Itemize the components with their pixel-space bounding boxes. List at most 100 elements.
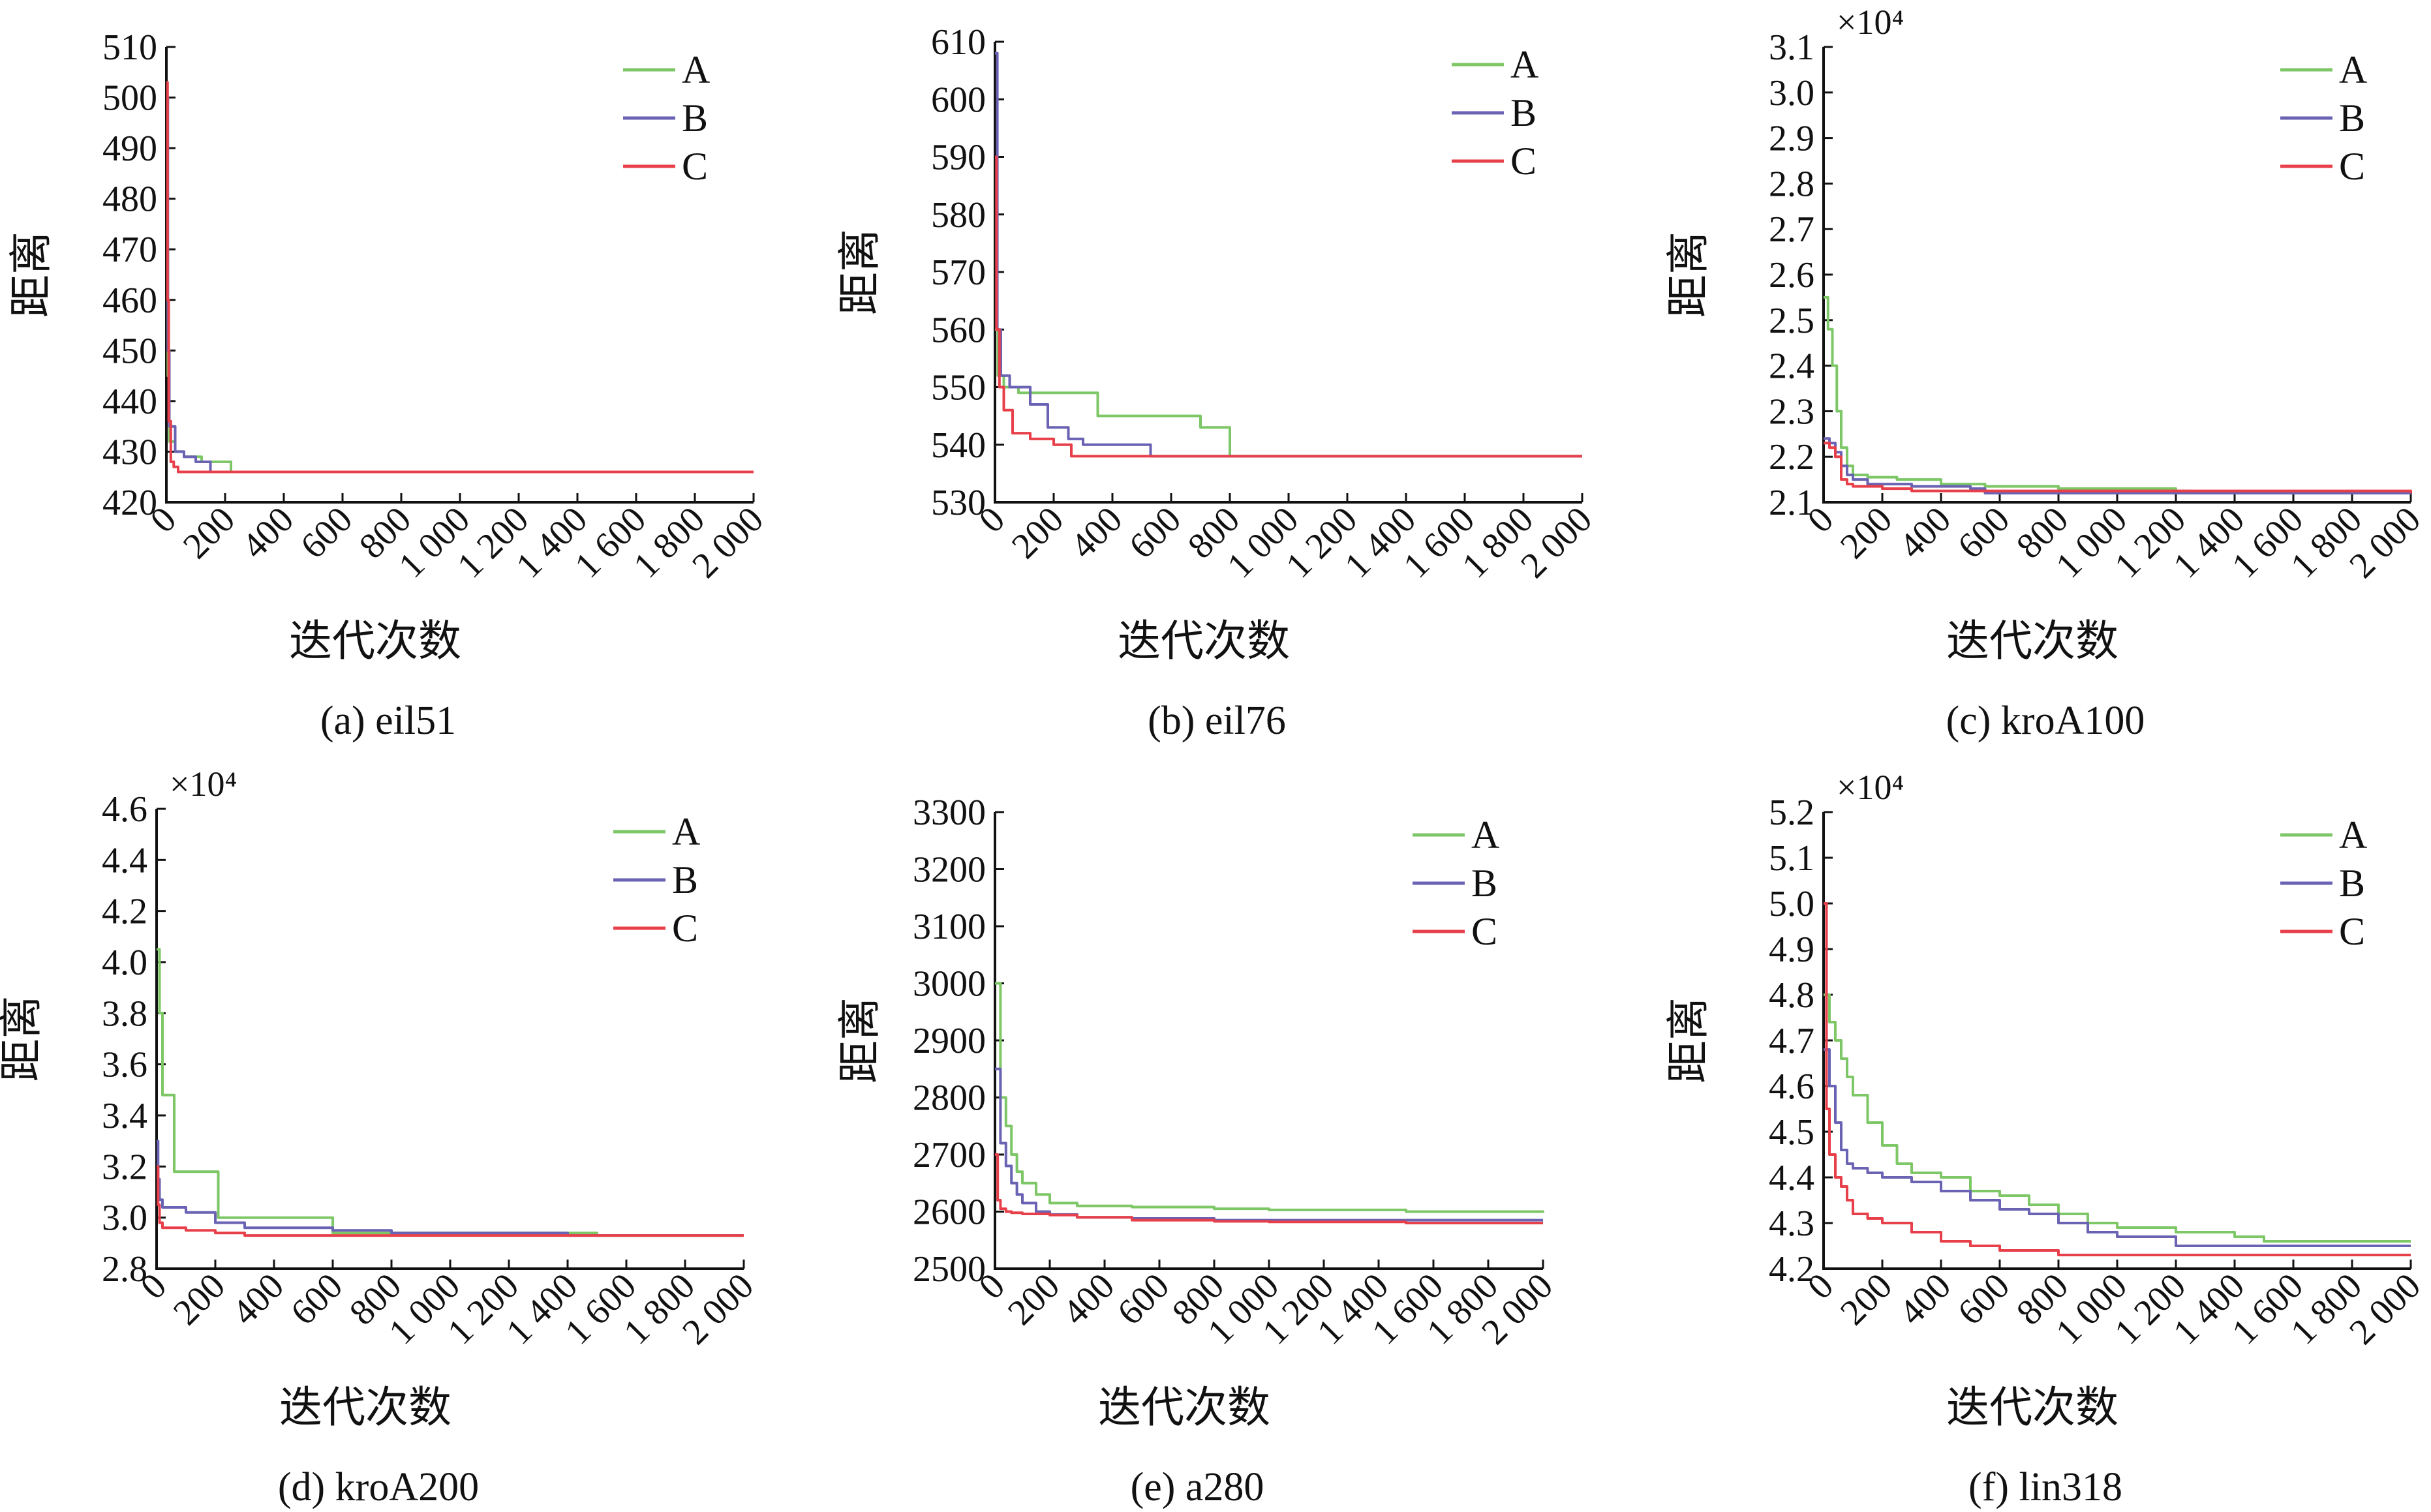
y-tick-label: 5.2 [1769, 793, 1814, 833]
y-tick-label: 4.7 [1769, 1021, 1814, 1061]
x-tick-label: 400 [1055, 1265, 1122, 1333]
y-tick-label: 4.9 [1769, 930, 1814, 970]
legend-label-b: B [2339, 862, 2365, 905]
y-tick-label: 4.0 [102, 943, 147, 983]
x-tick-label: 200 [176, 499, 243, 566]
legend-label-a: A [672, 810, 700, 853]
y-tick-label: 3.0 [1769, 73, 1814, 113]
y-tick-label: 460 [102, 280, 157, 321]
x-tick-label: 200 [1000, 1265, 1067, 1333]
x-axis-label: 迭代次数 [1118, 618, 1290, 665]
series-line-c [1824, 902, 2411, 1256]
x-tick-label: 600 [1950, 499, 2017, 566]
y-axis-label: 距离 [836, 229, 884, 315]
y-tick-label: 480 [102, 179, 157, 220]
y-tick-label: 5.1 [1769, 838, 1814, 879]
x-tick-label: 600 [1950, 1265, 2017, 1333]
series-line-c [995, 1153, 1543, 1224]
series-line-b [995, 52, 1582, 458]
series-line-c [1824, 442, 2412, 493]
y-tick-label: 430 [102, 432, 157, 472]
series-line-b [995, 1067, 1543, 1222]
y-tick-label: 580 [931, 195, 986, 235]
axis-line [1822, 812, 2411, 1270]
series-line-c [166, 81, 754, 474]
y-exponent-label: ×10⁴ [1837, 768, 1904, 807]
y-tick-label: 5.0 [1769, 884, 1814, 924]
legend-label-a: A [682, 48, 710, 91]
y-tick-label: 2600 [913, 1192, 986, 1233]
y-tick-label: 3.6 [102, 1045, 147, 1085]
chart-panel-3: 2.12.22.32.42.52.62.72.82.93.03.10200400… [1665, 3, 2428, 743]
x-tick-label: 400 [224, 1265, 292, 1333]
y-tick-label: 4.6 [102, 789, 147, 830]
axis-line [165, 47, 754, 504]
y-tick-label: 2800 [913, 1078, 986, 1119]
legend-label-b: B [682, 97, 708, 140]
y-tick-label: 450 [102, 331, 157, 371]
legend-label-a: A [2339, 48, 2367, 91]
y-tick-label: 420 [102, 483, 157, 523]
chart-panel-4: 2.83.03.23.43.63.84.04.24.44.60200400600… [0, 764, 761, 1509]
y-tick-label: 2.2 [1769, 437, 1814, 477]
axis-line [1822, 47, 2411, 504]
y-tick-label: 2.3 [1769, 391, 1814, 432]
chart-panel-1: 4204304404504604704804905005100200400600… [8, 27, 771, 743]
y-tick-label: 3.2 [102, 1147, 147, 1187]
y-tick-label: 510 [102, 27, 157, 68]
y-tick-label: 2.1 [1769, 483, 1814, 523]
x-tick-label: 200 [1833, 499, 1900, 566]
legend-label-c: C [2339, 145, 2365, 188]
series-line-a [995, 982, 1544, 1213]
y-tick-label: 440 [102, 382, 157, 422]
y-tick-label: 530 [931, 483, 986, 523]
y-tick-label: 2.6 [1769, 255, 1814, 295]
y-exponent-label: ×10⁴ [170, 764, 237, 804]
y-tick-label: 4.2 [1769, 1249, 1814, 1290]
y-tick-label: 2900 [913, 1021, 986, 1061]
axis-line [155, 809, 744, 1270]
series-line-c [995, 155, 1582, 458]
series-line-b [166, 96, 754, 474]
panel-caption: (d) kroA200 [278, 1465, 479, 1509]
series-line-a [157, 948, 744, 1237]
axis-line [994, 812, 1543, 1270]
y-tick-label: 4.3 [1769, 1203, 1814, 1244]
chart-panel-5: 2500260027002800290030003100320033000200… [836, 793, 1561, 1509]
series-line-b [1824, 437, 2411, 494]
series-line-a [1824, 993, 2411, 1243]
y-tick-label: 500 [102, 78, 157, 119]
chart-panel-6: 4.24.34.44.54.64.74.84.95.05.15.20200400… [1665, 768, 2428, 1509]
chart-panel-2: 5305405505605705805906006100200400600800… [836, 22, 1600, 743]
y-tick-label: 2.7 [1769, 209, 1814, 250]
legend-label-a: A [1471, 813, 1499, 856]
panel-caption: (a) eil51 [320, 699, 456, 743]
y-tick-label: 4.4 [1769, 1158, 1814, 1198]
y-tick-label: 2.8 [1769, 164, 1814, 204]
legend-label-c: C [1510, 140, 1537, 183]
panel-caption: (b) eil76 [1148, 699, 1286, 743]
y-axis-label: 距离 [0, 996, 46, 1082]
panel-caption: (c) kroA100 [1946, 699, 2145, 743]
series-line-a [166, 248, 754, 474]
legend-label-a: A [2339, 813, 2367, 856]
y-tick-label: 600 [931, 80, 986, 120]
legend-label-c: C [682, 145, 708, 188]
x-axis-label: 迭代次数 [1098, 1384, 1270, 1432]
series-line-a [1824, 295, 2191, 492]
y-tick-label: 590 [931, 138, 986, 178]
y-tick-label: 560 [931, 310, 986, 350]
legend-label-b: B [2339, 97, 2365, 140]
legend-label-b: B [672, 858, 698, 901]
y-tick-label: 2.4 [1769, 346, 1814, 387]
series-line-a [995, 328, 1582, 458]
x-tick-label: 200 [1833, 1265, 1900, 1333]
y-tick-label: 550 [931, 368, 986, 408]
legend-label-c: C [672, 907, 698, 950]
x-tick-label: 600 [283, 1265, 350, 1333]
x-tick-label: 600 [293, 499, 360, 566]
y-tick-label: 2500 [913, 1249, 986, 1290]
y-tick-label: 490 [102, 129, 157, 169]
y-tick-label: 610 [931, 22, 986, 63]
